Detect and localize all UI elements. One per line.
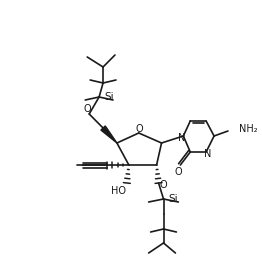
Text: Si: Si [168, 194, 178, 204]
Text: O: O [160, 180, 167, 190]
Text: O: O [174, 167, 182, 177]
Text: O: O [83, 104, 91, 114]
Text: N: N [204, 149, 212, 159]
Text: NH₂: NH₂ [239, 124, 258, 134]
Polygon shape [101, 126, 117, 143]
Text: O: O [136, 124, 144, 134]
Text: Si: Si [104, 92, 114, 102]
Text: N: N [178, 133, 185, 143]
Text: HO: HO [111, 186, 127, 196]
